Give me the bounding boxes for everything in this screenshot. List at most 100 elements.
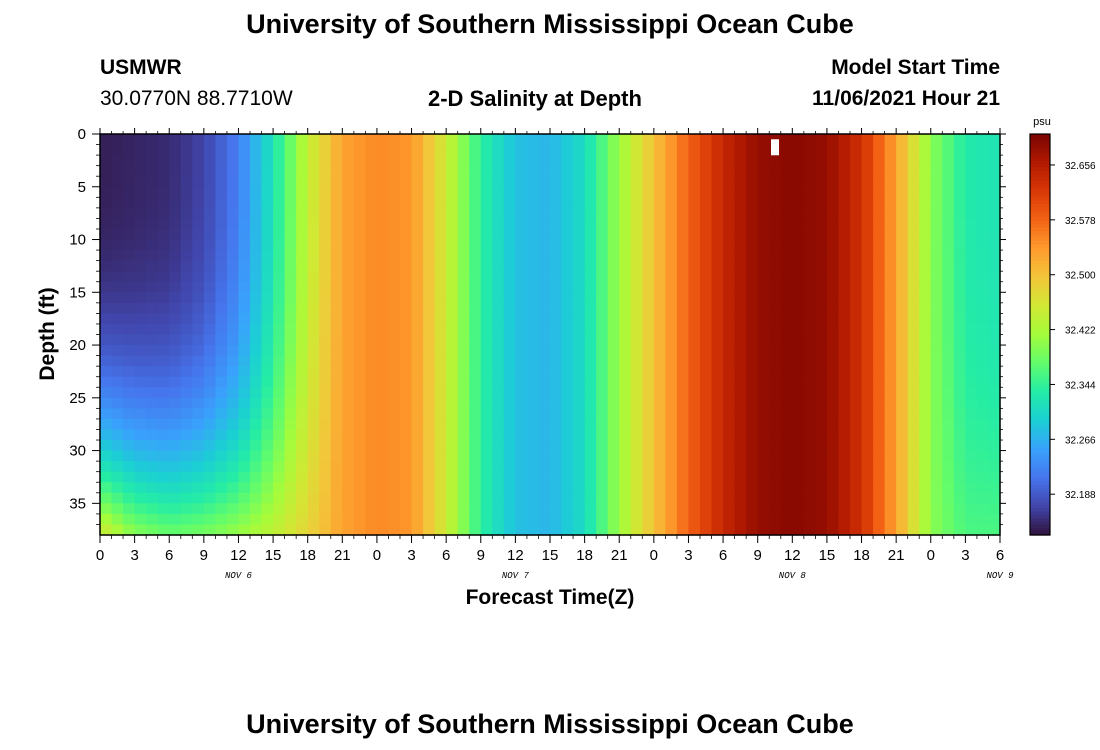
heatmap-cell (319, 218, 332, 230)
colorbar-swatch (1030, 194, 1050, 199)
heatmap-cell (388, 260, 401, 272)
heatmap-cell (423, 134, 436, 146)
heatmap-cell (330, 408, 343, 420)
heatmap-cell (861, 513, 874, 526)
heatmap-cell (492, 471, 505, 483)
heatmap-cell (503, 345, 516, 357)
heatmap-cell (123, 450, 136, 462)
heatmap-cell (123, 366, 136, 378)
heatmap-cell (561, 165, 574, 177)
heatmap-cell (423, 292, 436, 304)
heatmap-cell (861, 450, 874, 462)
heatmap-cell (446, 408, 459, 420)
heatmap-cell (988, 366, 1001, 378)
heatmap-cell (261, 313, 274, 325)
heatmap-cell (850, 176, 863, 188)
heatmap-cell (123, 440, 136, 452)
heatmap-cell (550, 334, 563, 346)
heatmap-cell (388, 482, 401, 494)
colorbar-swatch (1030, 284, 1050, 289)
heatmap-cell (146, 387, 159, 399)
heatmap-cell (896, 429, 909, 441)
heatmap-cell (238, 440, 251, 452)
colorbar-swatch (1030, 464, 1050, 469)
heatmap-cell (492, 197, 505, 209)
heatmap-cell (942, 271, 955, 283)
heatmap-cell (376, 334, 390, 346)
heatmap-cell (480, 397, 493, 409)
heatmap-cell (642, 144, 655, 156)
heatmap-cell (203, 144, 216, 156)
station-id: USMWR (100, 56, 182, 79)
heatmap-cell (215, 387, 228, 399)
heatmap-cell (630, 387, 643, 399)
heatmap-cell (169, 397, 182, 409)
heatmap-cell (976, 429, 990, 441)
heatmap-cell (376, 418, 390, 431)
heatmap-cell (434, 418, 447, 431)
heatmap-cell (596, 450, 609, 462)
heatmap-cell (411, 144, 424, 156)
heatmap-cell (838, 197, 851, 209)
heatmap-cell (884, 250, 897, 262)
heatmap-cell (215, 461, 228, 473)
heatmap-cell (873, 408, 886, 420)
heatmap-cell (584, 271, 597, 283)
heatmap-cell (388, 207, 401, 220)
heatmap-cell (607, 503, 620, 515)
heatmap-cell (965, 397, 978, 409)
heatmap-cell (469, 482, 482, 494)
heatmap-cell (826, 482, 840, 494)
heatmap-cell (215, 176, 228, 188)
heatmap-cell (919, 345, 932, 357)
heatmap-cell (907, 176, 920, 188)
heatmap-cell (930, 134, 943, 146)
heatmap-cell (400, 408, 413, 420)
heatmap-cell (180, 492, 193, 504)
heatmap-cell (330, 228, 343, 241)
heatmap-cell (480, 239, 493, 251)
heatmap-cell (353, 345, 366, 357)
heatmap-cell (342, 397, 355, 409)
heatmap-cell (388, 492, 401, 504)
heatmap-cell (907, 281, 920, 293)
heatmap-cell (850, 482, 863, 494)
heatmap-cell (400, 207, 413, 220)
colorbar-swatch (1030, 321, 1050, 326)
heatmap-cell (296, 334, 309, 346)
heatmap-cell (942, 228, 955, 241)
heatmap-cell (388, 440, 401, 452)
heatmap-cell (826, 228, 840, 241)
heatmap-cell (457, 271, 470, 283)
heatmap-cell (330, 207, 343, 220)
heatmap-cell (169, 186, 182, 198)
heatmap-cell (446, 471, 459, 483)
heatmap-cell (607, 397, 620, 409)
heatmap-cell (296, 524, 309, 536)
heatmap-cell (203, 334, 216, 346)
heatmap-cell (365, 323, 378, 336)
heatmap-cell (642, 186, 655, 198)
heatmap-cell (111, 281, 124, 293)
heatmap-cell (584, 397, 597, 409)
heatmap-cell (146, 165, 159, 177)
heatmap-cell (238, 302, 251, 314)
heatmap-cell (550, 239, 563, 251)
colorbar-swatch (1030, 461, 1050, 466)
heatmap-cell (619, 513, 632, 526)
heatmap-cell (884, 155, 897, 167)
heatmap-cell (757, 482, 770, 494)
heatmap-cell (700, 323, 713, 336)
heatmap-cell (653, 461, 666, 473)
heatmap-cell (434, 408, 447, 420)
heatmap-cell (619, 271, 632, 283)
heatmap-cell (619, 345, 632, 357)
heatmap-cell (907, 134, 920, 146)
heatmap-cell (296, 376, 309, 388)
heatmap-cell (330, 144, 343, 156)
heatmap-cell (526, 334, 540, 346)
heatmap-cell (353, 165, 366, 177)
heatmap-cell (746, 408, 759, 420)
heatmap-cell (815, 471, 828, 483)
heatmap-cell (134, 482, 147, 494)
